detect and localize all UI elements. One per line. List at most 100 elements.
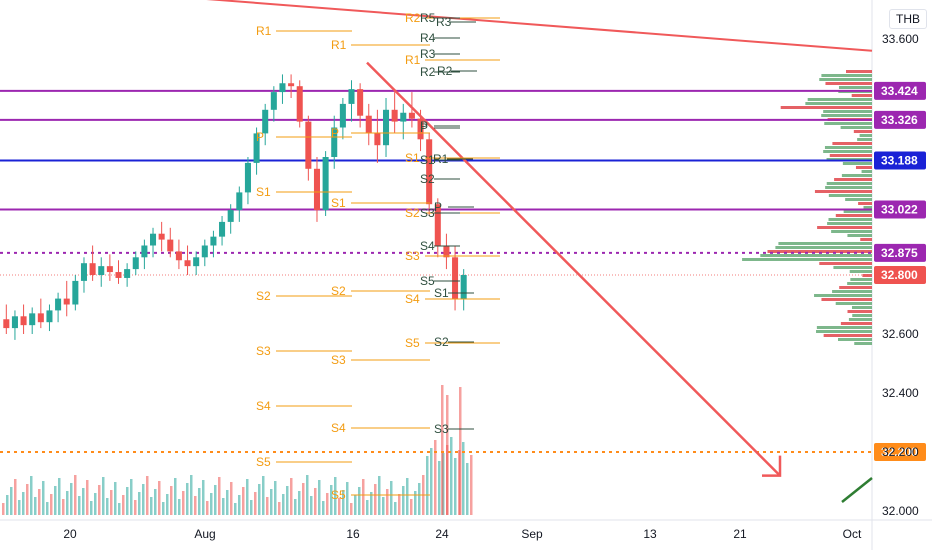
pivot-label-orange: S1 — [405, 151, 420, 165]
volume-profile-bar — [840, 126, 872, 129]
pivot-label-orange: R1 — [256, 24, 272, 38]
volume-bar — [454, 458, 457, 515]
price-level-badge — [874, 243, 926, 262]
volume-bar — [410, 499, 413, 515]
volume-bar — [126, 487, 129, 515]
pivot-label-orange: S2 — [256, 289, 271, 303]
x-tick-label: Sep — [521, 527, 543, 541]
volume-profile-bar — [742, 258, 872, 261]
volume-profile-bar — [832, 142, 872, 145]
volume-profile-bar — [832, 290, 872, 293]
pivot-label-dark: P — [420, 121, 428, 135]
y-tick-label: 33.600 — [882, 32, 919, 46]
volume-profile-bar — [778, 242, 872, 245]
candle-body — [158, 233, 165, 240]
volume-bar — [182, 491, 185, 515]
volume-bar — [170, 486, 173, 515]
volume-profile-bar — [825, 186, 872, 189]
candle-body — [322, 157, 329, 211]
pivot-label-dark: S3 — [420, 206, 435, 220]
volume-bar — [242, 487, 245, 515]
volume-profile-bar — [854, 342, 872, 345]
volume-profile-bar — [834, 178, 872, 181]
volume-bar — [426, 456, 429, 515]
pivot-label-dark: S4 — [420, 239, 435, 253]
candle-body — [80, 263, 88, 281]
volume-bar — [122, 495, 125, 515]
candle-body — [89, 263, 96, 275]
pivot-label-orange: S4 — [331, 421, 346, 435]
volume-bar — [274, 481, 277, 515]
volume-profile-bar — [842, 162, 872, 165]
volume-bar — [466, 463, 469, 515]
volume-bar — [94, 493, 97, 515]
volume-bar — [90, 501, 93, 515]
volume-bar — [10, 487, 13, 515]
volume-bar — [450, 437, 453, 515]
candle-body — [141, 245, 148, 258]
volume-bar — [106, 498, 109, 515]
pivot-label-orange: S2 — [331, 284, 346, 298]
volume-profile-bar — [828, 194, 872, 197]
volume-bar — [194, 496, 197, 515]
y-tick-label: 32.000 — [882, 504, 919, 518]
pivot-label-orange: S3 — [405, 249, 420, 263]
pivot-label-dark: S1 — [420, 153, 435, 167]
y-tick-label: 32.200 — [882, 445, 919, 459]
volume-bar — [222, 498, 225, 515]
price-level-label: 33.424 — [881, 84, 918, 98]
volume-bar — [402, 486, 405, 515]
volume-bar — [258, 484, 261, 515]
volume-bar — [362, 479, 365, 515]
volume-profile-bar — [849, 270, 872, 273]
volume-profile-bar — [805, 102, 872, 105]
candle-body — [37, 313, 44, 323]
volume-bar — [386, 489, 389, 515]
volume-profile-bar — [851, 94, 872, 97]
volume-bar — [434, 440, 437, 515]
volume-bar — [178, 499, 181, 515]
volume-bar — [66, 491, 69, 515]
volume-spike-bar — [459, 387, 462, 515]
volume-bar — [254, 492, 257, 515]
candle-body — [184, 260, 191, 267]
candle-body — [175, 251, 182, 261]
price-level-badge — [874, 81, 926, 100]
volume-bar — [138, 492, 141, 515]
volume-bar — [414, 491, 417, 515]
candle-body — [339, 103, 346, 128]
volume-spike-bar — [441, 385, 444, 515]
volume-bar — [38, 489, 41, 515]
price-level-badge — [874, 443, 926, 461]
volume-profile-bar — [826, 158, 872, 161]
volume-bar — [62, 499, 65, 515]
volume-profile-bar — [859, 134, 872, 137]
volume-profile-bar — [823, 334, 872, 337]
volume-bar — [322, 501, 325, 515]
volume-profile-bar — [852, 314, 872, 317]
candle-body — [46, 310, 53, 323]
candle-body — [408, 112, 415, 119]
volume-profile-bar — [860, 238, 872, 241]
candle-body — [279, 83, 286, 93]
pivot-label-dark: R1 — [433, 152, 449, 166]
volume-bar — [470, 455, 473, 515]
volume-bar — [218, 477, 221, 515]
volume-profile-bar — [848, 318, 872, 321]
pivot-label-orange: S3 — [256, 344, 271, 358]
candle-body — [227, 210, 234, 222]
forecast-arrow-line — [366, 61, 781, 477]
volume-bar — [46, 502, 49, 515]
pivot-label-dark: R2 — [420, 65, 436, 79]
x-tick-label: 16 — [346, 527, 360, 541]
volume-profile-bar — [847, 310, 872, 313]
volume-bar — [34, 497, 37, 515]
pivot-label-orange: R2 — [405, 11, 421, 25]
candle-body — [55, 298, 62, 311]
volume-profile-bar — [826, 182, 872, 185]
volume-bar — [162, 502, 165, 515]
volume-bar — [286, 486, 289, 515]
volume-profile-bar — [839, 286, 872, 289]
candle-body — [244, 162, 251, 193]
